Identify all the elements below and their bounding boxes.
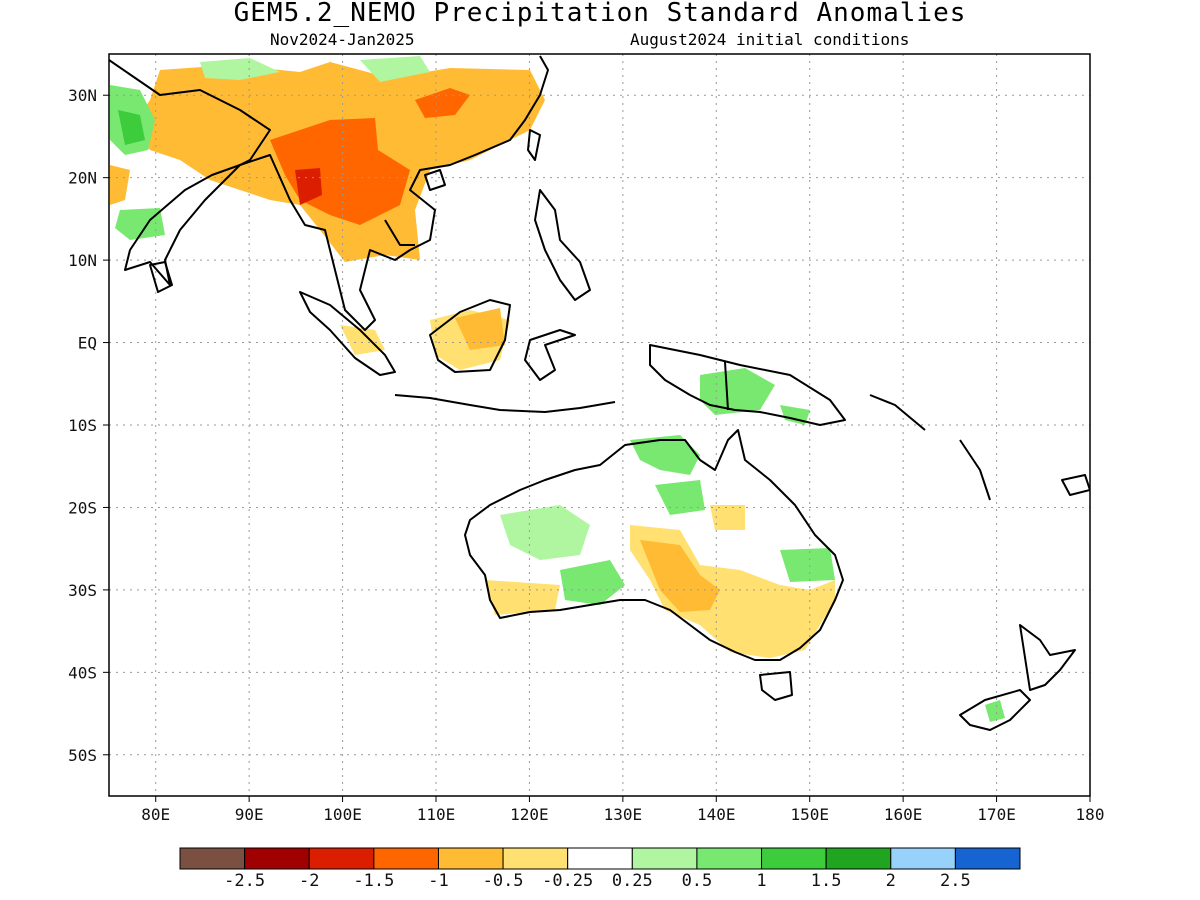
lon-tick-label: 100E bbox=[323, 805, 362, 824]
legend-label: 0.25 bbox=[612, 871, 653, 891]
lon-tick-label: 110E bbox=[417, 805, 456, 824]
lat-tick-label: 50S bbox=[68, 746, 97, 765]
lon-tick-label: 180 bbox=[1076, 805, 1105, 824]
legend-swatch bbox=[890, 847, 956, 870]
lon-tick-label: 170E bbox=[977, 805, 1016, 824]
legend-swatch bbox=[502, 847, 569, 870]
anomaly-fields bbox=[110, 56, 1005, 722]
legend-label: 1.5 bbox=[811, 871, 842, 891]
lat-tick-label: 10S bbox=[68, 416, 97, 435]
legend-swatch bbox=[567, 847, 633, 870]
lat-tick-label: 40S bbox=[68, 663, 97, 682]
legend-label: -0.5 bbox=[483, 871, 524, 891]
lon-tick-label: 80E bbox=[141, 805, 170, 824]
legend-label: -2.5 bbox=[224, 871, 265, 891]
legend-swatch bbox=[696, 847, 763, 870]
lat-tick-label: 20N bbox=[68, 169, 97, 188]
lat-tick-label: 30N bbox=[68, 86, 97, 105]
legend-swatch bbox=[825, 847, 892, 870]
latitude-axis: 30N 20N 10N EQ 10S 20S 30S 40S 50S bbox=[68, 86, 109, 765]
legend-swatch bbox=[761, 847, 827, 870]
legend-label: -1 bbox=[428, 871, 448, 891]
map-title: GEM5.2_NEMO Precipitation Standard Anoma… bbox=[233, 0, 967, 28]
lon-tick-label: 90E bbox=[235, 805, 264, 824]
lat-tick-label: EQ bbox=[78, 334, 97, 353]
lon-tick-label: 130E bbox=[604, 805, 643, 824]
coastlines bbox=[109, 55, 1090, 731]
legend-swatch bbox=[179, 847, 246, 870]
legend-swatch bbox=[244, 847, 310, 870]
legend-label: -1.5 bbox=[353, 871, 394, 891]
legend-swatch bbox=[631, 847, 698, 870]
color-legend: -2.5 -2 -1.5 -1 -0.5 -0.25 0.25 0.5 1 1.5 2 2.5 bbox=[179, 847, 1021, 891]
legend-swatch bbox=[308, 847, 375, 870]
lon-tick-label: 150E bbox=[790, 805, 829, 824]
legend-swatch bbox=[437, 847, 504, 870]
legend-label: -0.25 bbox=[542, 871, 593, 891]
legend-label: 2 bbox=[886, 871, 896, 891]
lon-tick-label: 160E bbox=[884, 805, 923, 824]
legend-label: 2.5 bbox=[940, 871, 971, 891]
longitude-axis: 80E 90E 100E 110E 120E 130E 140E 150E 160E 170E 18… bbox=[141, 796, 1104, 824]
legend-swatch bbox=[373, 847, 439, 870]
lon-tick-label: 140E bbox=[697, 805, 736, 824]
forecast-period: Nov2024-Jan2025 bbox=[270, 30, 415, 49]
legend-label: 0.5 bbox=[682, 871, 713, 891]
lat-tick-label: 30S bbox=[68, 581, 97, 600]
lat-tick-label: 20S bbox=[68, 498, 97, 517]
legend-label: 1 bbox=[756, 871, 766, 891]
lat-tick-label: 10N bbox=[68, 251, 97, 270]
lon-tick-label: 120E bbox=[510, 805, 549, 824]
initial-conditions: August2024 initial conditions bbox=[630, 30, 910, 49]
legend-swatch bbox=[954, 847, 1021, 870]
legend-label: -2 bbox=[299, 871, 319, 891]
graticule bbox=[109, 54, 1090, 796]
